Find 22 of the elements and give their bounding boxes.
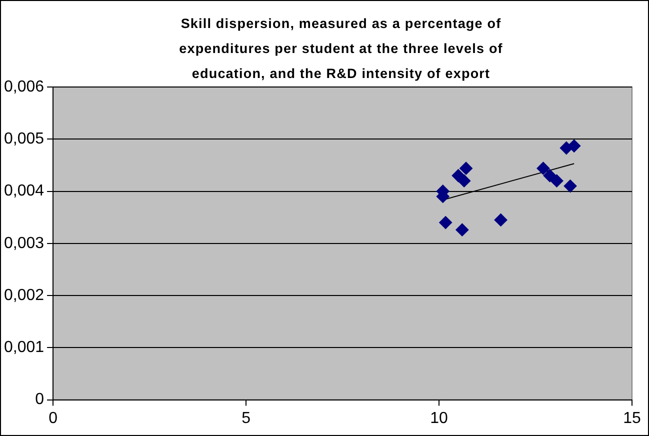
x-tick-label: 5 xyxy=(242,410,251,427)
x-tick-label: 0 xyxy=(48,410,58,427)
point xyxy=(536,162,550,175)
chart-title: Skill dispersion, measured as a percentage of expenditures per student at the three levels of education, and the R&D intensity of export xyxy=(178,15,504,83)
y-tick-label: 0,006 xyxy=(4,78,44,96)
point xyxy=(550,174,564,188)
point xyxy=(460,162,473,175)
point xyxy=(494,213,508,226)
point xyxy=(458,174,471,188)
y-tick-label: 0,003 xyxy=(4,234,44,252)
point xyxy=(568,139,581,152)
point xyxy=(439,216,452,230)
y-tick-label: 0 xyxy=(35,391,44,408)
y-tick-label: 0,005 xyxy=(4,130,44,148)
point xyxy=(456,223,469,236)
y-tick-label: 0,002 xyxy=(4,286,44,304)
point xyxy=(564,180,577,193)
point xyxy=(543,169,556,182)
y-tick-label: 0,004 xyxy=(4,182,44,200)
x-tick-label: 15 xyxy=(623,410,641,427)
x-tick-label: 10 xyxy=(430,410,448,427)
y-tick-label: 0,001 xyxy=(4,339,44,356)
